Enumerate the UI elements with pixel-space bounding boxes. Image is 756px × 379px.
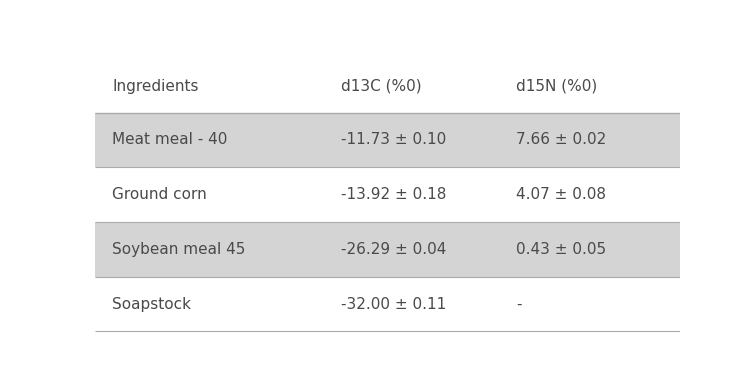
Text: d15N (%0): d15N (%0) — [516, 79, 597, 94]
Text: Soapstock: Soapstock — [112, 297, 191, 312]
Text: Ingredients: Ingredients — [112, 79, 199, 94]
Bar — [94, 113, 680, 167]
Text: -26.29 ± 0.04: -26.29 ± 0.04 — [340, 242, 446, 257]
Text: Meat meal - 40: Meat meal - 40 — [112, 132, 228, 147]
Text: 0.43 ± 0.05: 0.43 ± 0.05 — [516, 242, 606, 257]
Text: -13.92 ± 0.18: -13.92 ± 0.18 — [340, 187, 446, 202]
Text: -32.00 ± 0.11: -32.00 ± 0.11 — [340, 297, 446, 312]
Text: -11.73 ± 0.10: -11.73 ± 0.10 — [340, 132, 446, 147]
Bar — [94, 222, 680, 277]
Text: Ground corn: Ground corn — [112, 187, 207, 202]
Text: 7.66 ± 0.02: 7.66 ± 0.02 — [516, 132, 606, 147]
Text: Soybean meal 45: Soybean meal 45 — [112, 242, 246, 257]
Text: -: - — [516, 297, 522, 312]
Text: d13C (%0): d13C (%0) — [340, 79, 421, 94]
Text: 4.07 ± 0.08: 4.07 ± 0.08 — [516, 187, 606, 202]
